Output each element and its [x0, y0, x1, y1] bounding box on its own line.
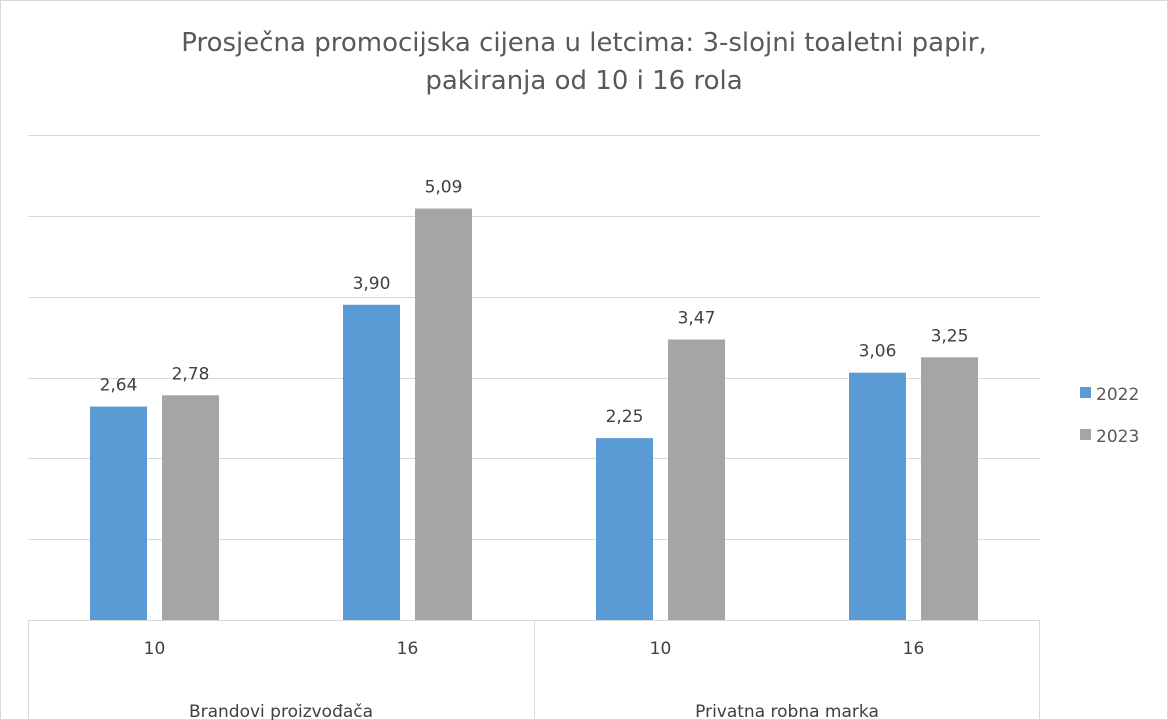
category-tick-label: 10	[650, 639, 672, 659]
data-label: 3,47	[678, 309, 716, 329]
data-label: 3,06	[859, 342, 897, 362]
data-label: 2,78	[172, 364, 210, 384]
bar-2023	[668, 339, 725, 620]
bar-2022	[596, 438, 653, 620]
chart-title-line1: Prosječna promocijska cijena u letcima: …	[181, 28, 987, 58]
bar-2022	[90, 406, 147, 620]
data-label: 2,64	[100, 376, 138, 396]
legend-swatch-2023	[1080, 429, 1091, 440]
bar-2023	[162, 395, 219, 620]
category-tick-label: 16	[397, 639, 419, 659]
legend-label: 2023	[1096, 427, 1139, 447]
group-label: Brandovi proizvođača	[189, 702, 373, 720]
data-label: 5,09	[425, 178, 463, 198]
category-tick-label: 16	[903, 639, 925, 659]
bar-2022	[343, 304, 400, 620]
legend-swatch-2022	[1080, 387, 1091, 398]
data-label: 3,25	[931, 326, 969, 346]
bar-2022	[849, 372, 906, 620]
bar-2023	[415, 208, 472, 620]
chart-title-line2: pakiranja od 10 i 16 rola	[425, 66, 743, 96]
legend-label: 2022	[1096, 385, 1139, 405]
category-tick-label: 10	[144, 639, 166, 659]
chart-title: Prosječna promocijska cijena u letcima: …	[0, 24, 1168, 100]
data-label: 2,25	[606, 407, 644, 427]
group-label: Privatna robna marka	[695, 702, 879, 720]
data-label: 3,90	[353, 274, 391, 294]
bar-2023	[921, 357, 978, 620]
